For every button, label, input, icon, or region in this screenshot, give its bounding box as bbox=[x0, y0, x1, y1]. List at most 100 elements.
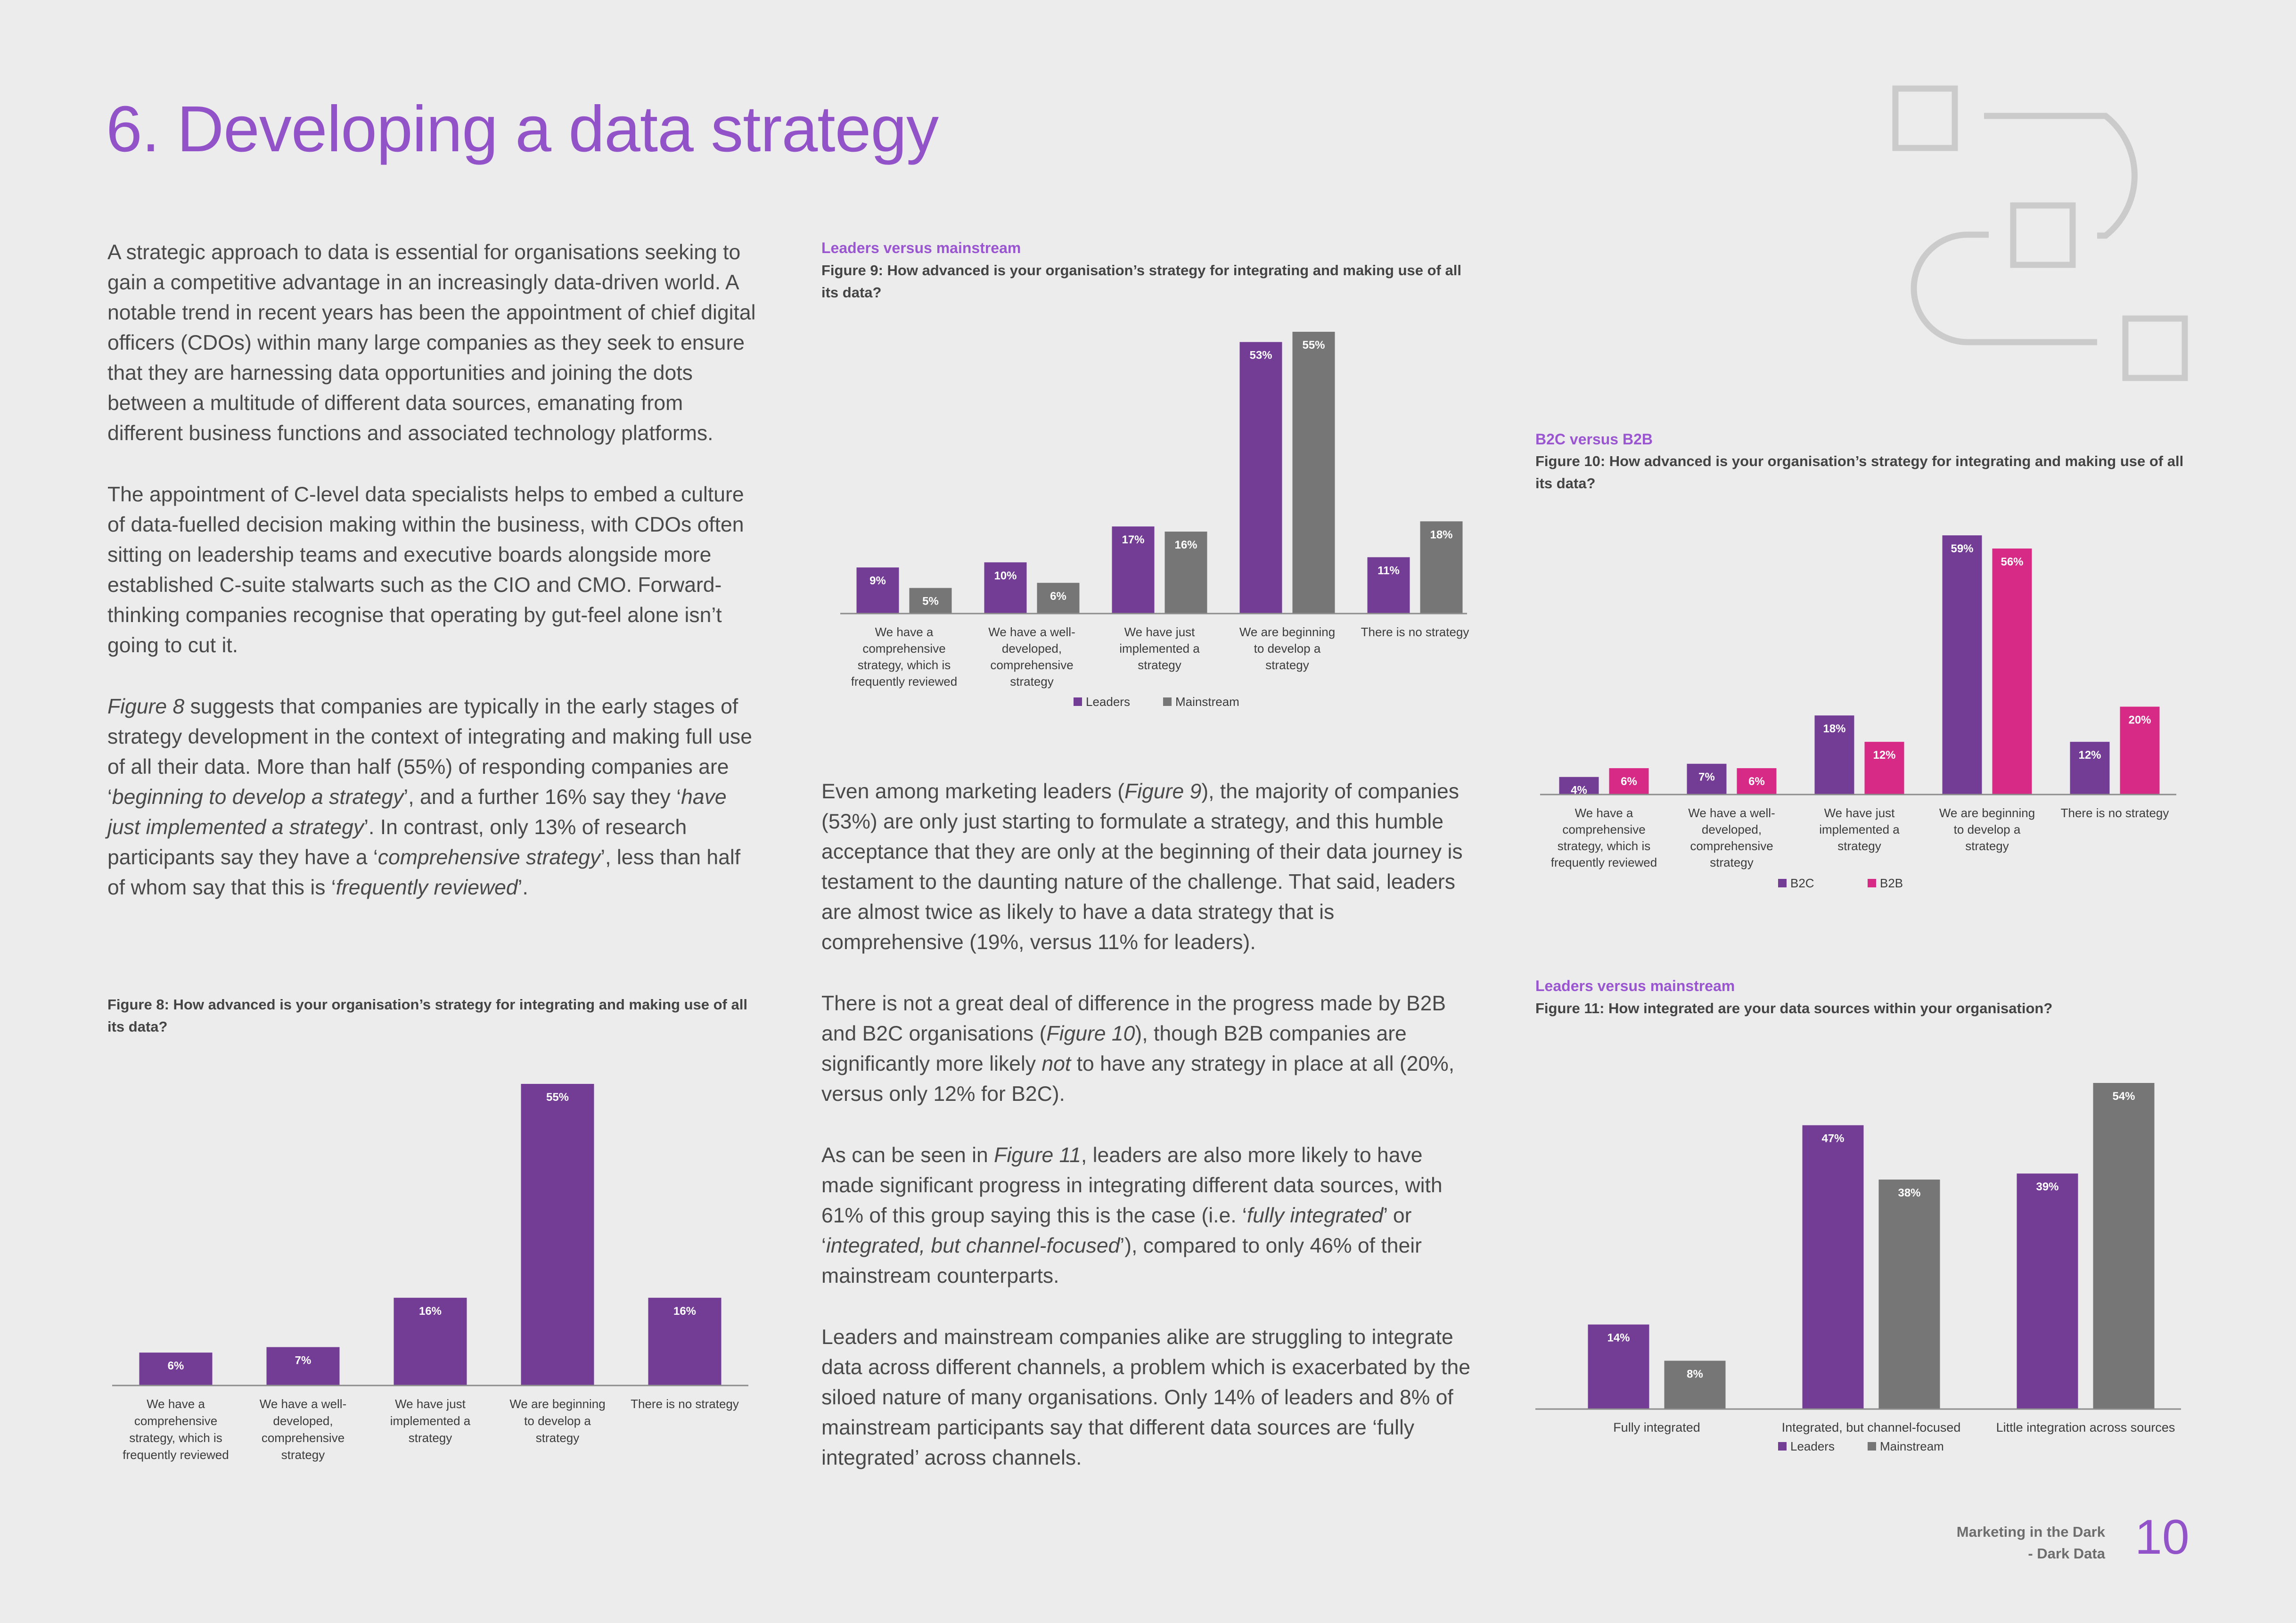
category-label: frequently reviewed bbox=[851, 674, 957, 689]
decor-square-3 bbox=[2122, 315, 2188, 381]
category-label: We have just bbox=[395, 1397, 466, 1411]
bar-value-label: 14% bbox=[1607, 1332, 1630, 1344]
category-label: to develop a bbox=[1254, 641, 1321, 656]
legend-swatch-leaders bbox=[1778, 1442, 1787, 1451]
bar-b2c-3 bbox=[1942, 535, 1982, 795]
middle-column-text: Even among marketing leaders (Figure 9),… bbox=[821, 777, 1476, 1504]
bar-value-label: 18% bbox=[1430, 528, 1452, 541]
legend-swatch-b2c bbox=[1778, 879, 1787, 887]
category-label: strategy, which is bbox=[1558, 839, 1650, 853]
page-title: 6. Developing a data strategy bbox=[106, 93, 939, 165]
category-label: implemented a bbox=[1819, 822, 1900, 836]
mid-paragraph-1: Even among marketing leaders (Figure 9),… bbox=[821, 777, 1476, 958]
category-label: We have a bbox=[147, 1397, 205, 1411]
bar-leaders-1 bbox=[984, 562, 1027, 614]
figure-10-ref: Figure 10 bbox=[1046, 1022, 1135, 1045]
figure-8-caption: Figure 8: How advanced is your organisat… bbox=[107, 996, 747, 1035]
decor-square-2 bbox=[2010, 202, 2076, 268]
legend-label-mainstream: Mainstream bbox=[1880, 1439, 1944, 1453]
figure-9-subtitle: Leaders versus mainstream bbox=[821, 239, 1021, 256]
bar-mainstream-3 bbox=[1292, 332, 1335, 614]
bar-mainstream-1 bbox=[1037, 582, 1080, 614]
left-paragraph-3: Figure 8 suggests that companies are typ… bbox=[107, 692, 763, 903]
bar-value-label: 12% bbox=[1873, 749, 1895, 762]
bar-b2b-2 bbox=[1864, 742, 1904, 795]
category-label: We have just bbox=[1124, 625, 1196, 639]
bar-value-label: 38% bbox=[1898, 1187, 1920, 1199]
category-label: comprehensive bbox=[262, 1431, 344, 1445]
legend-label-leaders: Leaders bbox=[1790, 1439, 1835, 1453]
bar-value-label: 12% bbox=[2078, 749, 2101, 762]
category-label: frequently reviewed bbox=[123, 1448, 229, 1462]
bar-value-label: 56% bbox=[2001, 556, 2023, 568]
bar-b2c-2 bbox=[1814, 715, 1854, 795]
category-label: comprehensive bbox=[1562, 822, 1645, 836]
category-label: We are beginning bbox=[509, 1397, 605, 1411]
bar-value-label: 39% bbox=[2036, 1180, 2058, 1193]
text-span: ’. bbox=[517, 876, 528, 899]
quote-implemented: have just implemented a strategy bbox=[107, 786, 727, 839]
category-label: to develop a bbox=[524, 1414, 591, 1428]
category-label: We have a bbox=[1575, 806, 1633, 820]
bar-leaders-0 bbox=[1588, 1324, 1649, 1409]
decor-curve-top bbox=[1984, 113, 2138, 239]
bar-leaders-3 bbox=[1239, 342, 1282, 614]
bar-value-label: 7% bbox=[295, 1354, 312, 1367]
figure-9-chart: 9% 5% We have a comprehensive strategy, whic… bbox=[840, 332, 1469, 709]
category-label: strategy bbox=[1710, 855, 1754, 869]
category-label: comprehensive bbox=[862, 641, 945, 656]
category-label: comprehensive bbox=[1690, 839, 1773, 853]
category-label: We have a well- bbox=[988, 625, 1075, 639]
text-span: As can be seen in bbox=[821, 1144, 994, 1167]
legend-label-b2b: B2B bbox=[1880, 876, 1903, 890]
bar-value-label: 7% bbox=[1698, 771, 1715, 784]
quote-channel-focused: integrated, but channel-focused bbox=[826, 1234, 1120, 1257]
mid-paragraph-4: Leaders and mainstream companies alike a… bbox=[821, 1326, 1471, 1469]
category-label: strategy, which is bbox=[858, 658, 951, 672]
category-label: Fully integrated bbox=[1613, 1420, 1700, 1434]
figure-9-caption: Figure 9: How advanced is your organisat… bbox=[821, 262, 1461, 301]
bar-value-label: 8% bbox=[1687, 1368, 1703, 1380]
left-column-text: A strategic approach to data is essentia… bbox=[107, 238, 763, 934]
category-label: strategy bbox=[281, 1448, 325, 1462]
category-label: strategy bbox=[1138, 658, 1181, 672]
bar-value-label: 9% bbox=[869, 574, 886, 587]
category-label: strategy bbox=[1837, 839, 1881, 853]
footer-line-1: Marketing in the Dark bbox=[1956, 1524, 2105, 1540]
category-label: developed, bbox=[273, 1414, 333, 1428]
figure-8-chart: 6% We have a comprehensive strategy, which … bbox=[112, 1084, 748, 1462]
figure-8-ref: Figure 8 bbox=[107, 695, 185, 718]
category-label: We have just bbox=[1824, 806, 1895, 820]
bar-all-1 bbox=[266, 1347, 340, 1385]
legend-swatch-leaders bbox=[1074, 697, 1082, 706]
bar-value-label: 16% bbox=[1174, 539, 1197, 551]
decorative-squares-graphic bbox=[1892, 85, 2188, 381]
quote-frequently-reviewed: frequently reviewed bbox=[336, 876, 518, 899]
bar-value-label: 16% bbox=[419, 1305, 442, 1318]
figure-11-caption: Figure 11: How integrated are your data … bbox=[1535, 1000, 2053, 1016]
bar-value-label: 11% bbox=[1378, 564, 1400, 577]
legend-swatch-mainstream bbox=[1163, 697, 1172, 706]
figure-10-caption: Figure 10: How advanced is your organisa… bbox=[1535, 453, 2184, 492]
text-span: There is not a great deal of difference … bbox=[821, 992, 1446, 1045]
figure-11-ref: Figure 11 bbox=[994, 1144, 1081, 1167]
bar-value-label: 47% bbox=[1821, 1132, 1844, 1145]
bar-b2c-4 bbox=[2070, 742, 2110, 795]
category-label: Integrated, but channel-focused bbox=[1782, 1420, 1961, 1434]
category-label: Little integration across sources bbox=[1996, 1420, 2175, 1434]
text-span: ), though B2B companies are significantl… bbox=[821, 1022, 1407, 1075]
category-label: There is no strategy bbox=[1361, 625, 1469, 639]
bar-b2b-4 bbox=[2120, 706, 2160, 795]
mid-paragraph-2: There is not a great deal of difference … bbox=[821, 989, 1476, 1109]
bar-value-label: 17% bbox=[1122, 533, 1144, 546]
text-span: ’. In contrast, only 13% of research par… bbox=[107, 816, 687, 869]
decor-curve-bottom bbox=[1911, 231, 2097, 345]
bar-value-label: 5% bbox=[922, 595, 939, 608]
bar-mainstream-1 bbox=[1878, 1180, 1940, 1409]
bar-leaders-2 bbox=[2017, 1173, 2078, 1409]
bar-value-label: 18% bbox=[1823, 722, 1845, 735]
text-span: ), the majority of companies (53%) are o… bbox=[821, 780, 1463, 954]
category-label: strategy bbox=[1265, 658, 1309, 672]
bar-value-label: 53% bbox=[1249, 349, 1272, 362]
